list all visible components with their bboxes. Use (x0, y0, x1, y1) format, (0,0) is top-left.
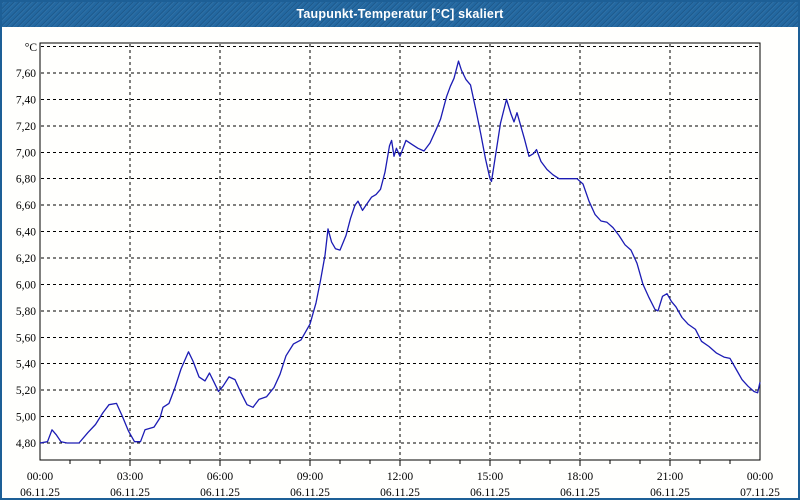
y-tick-label: 6,20 (16, 253, 36, 265)
x-tick-time-label: 00:00 (747, 471, 773, 483)
y-tick-label: 5,80 (16, 306, 36, 318)
y-tick-label: 5,40 (16, 359, 36, 371)
y-tick-label: 5,60 (16, 332, 36, 344)
temperature-line (39, 60, 761, 444)
x-tick-time-label: 06:00 (207, 471, 233, 483)
y-tick-label: 7,00 (16, 147, 36, 159)
x-tick-date-label: 06.11.25 (560, 487, 600, 498)
x-tick-date-label: 06.11.25 (200, 487, 240, 498)
y-tick-label: 4,80 (16, 438, 36, 450)
x-tick-time-label: 18:00 (567, 471, 593, 483)
x-tick-date-label: 06.11.25 (380, 487, 420, 498)
x-tick-date-label: 07.11.25 (740, 487, 780, 498)
x-tick-time-label: 15:00 (477, 471, 503, 483)
y-tick-label: 5,00 (16, 412, 36, 424)
x-tick-date-label: 06.11.25 (650, 487, 690, 498)
x-tick-date-label: 06.11.25 (110, 487, 150, 498)
x-tick-date-label: 06.11.25 (290, 487, 330, 498)
y-tick-label: 6,80 (16, 174, 36, 186)
x-tick-time-label: 09:00 (297, 471, 323, 483)
x-tick-time-label: 21:00 (657, 471, 683, 483)
y-tick-label: 5,20 (16, 385, 36, 397)
x-tick-time-label: 12:00 (387, 471, 413, 483)
chart-area: °C 7,60 7,40 7,20 7,00 6,80 6,60 6,40 6,20 6,00 5,… (2, 27, 798, 499)
y-axis-unit-label: °C (25, 42, 38, 54)
x-tick-date-label: 06.11.25 (470, 487, 510, 498)
y-tick-label: 7,40 (16, 94, 36, 106)
x-tick-date-label: 06.11.25 (20, 487, 60, 498)
y-tick-label: 7,20 (16, 121, 36, 133)
title-bar[interactable]: Taupunkt-Temperatur [°C] skaliert (2, 2, 798, 27)
x-tick-time-label: 00:00 (27, 471, 53, 483)
y-tick-label: 6,40 (16, 227, 36, 239)
x-tick-time-label: 03:00 (117, 471, 143, 483)
y-tick-label: 7,60 (16, 68, 36, 80)
window-title: Taupunkt-Temperatur [°C] skaliert (296, 7, 504, 21)
line-chart: °C 7,60 7,40 7,20 7,00 6,80 6,60 6,40 6,20 6,00 5,… (16, 42, 780, 499)
y-tick-label: 6,00 (16, 279, 36, 291)
y-tick-label: 6,60 (16, 200, 36, 212)
